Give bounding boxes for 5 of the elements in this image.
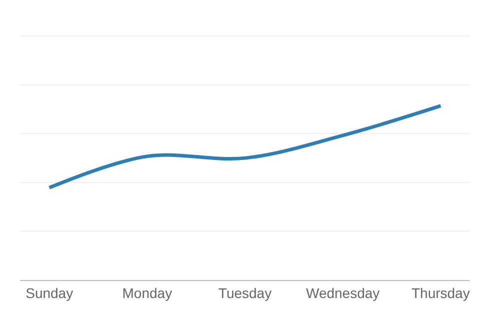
x-tick-label: Tuesday (218, 284, 272, 301)
x-tick-label: Thursday (411, 284, 470, 301)
x-tick-label: Wednesday (306, 284, 380, 301)
x-tick-label: Sunday (26, 284, 74, 301)
x-tick-label: Monday (122, 284, 172, 301)
